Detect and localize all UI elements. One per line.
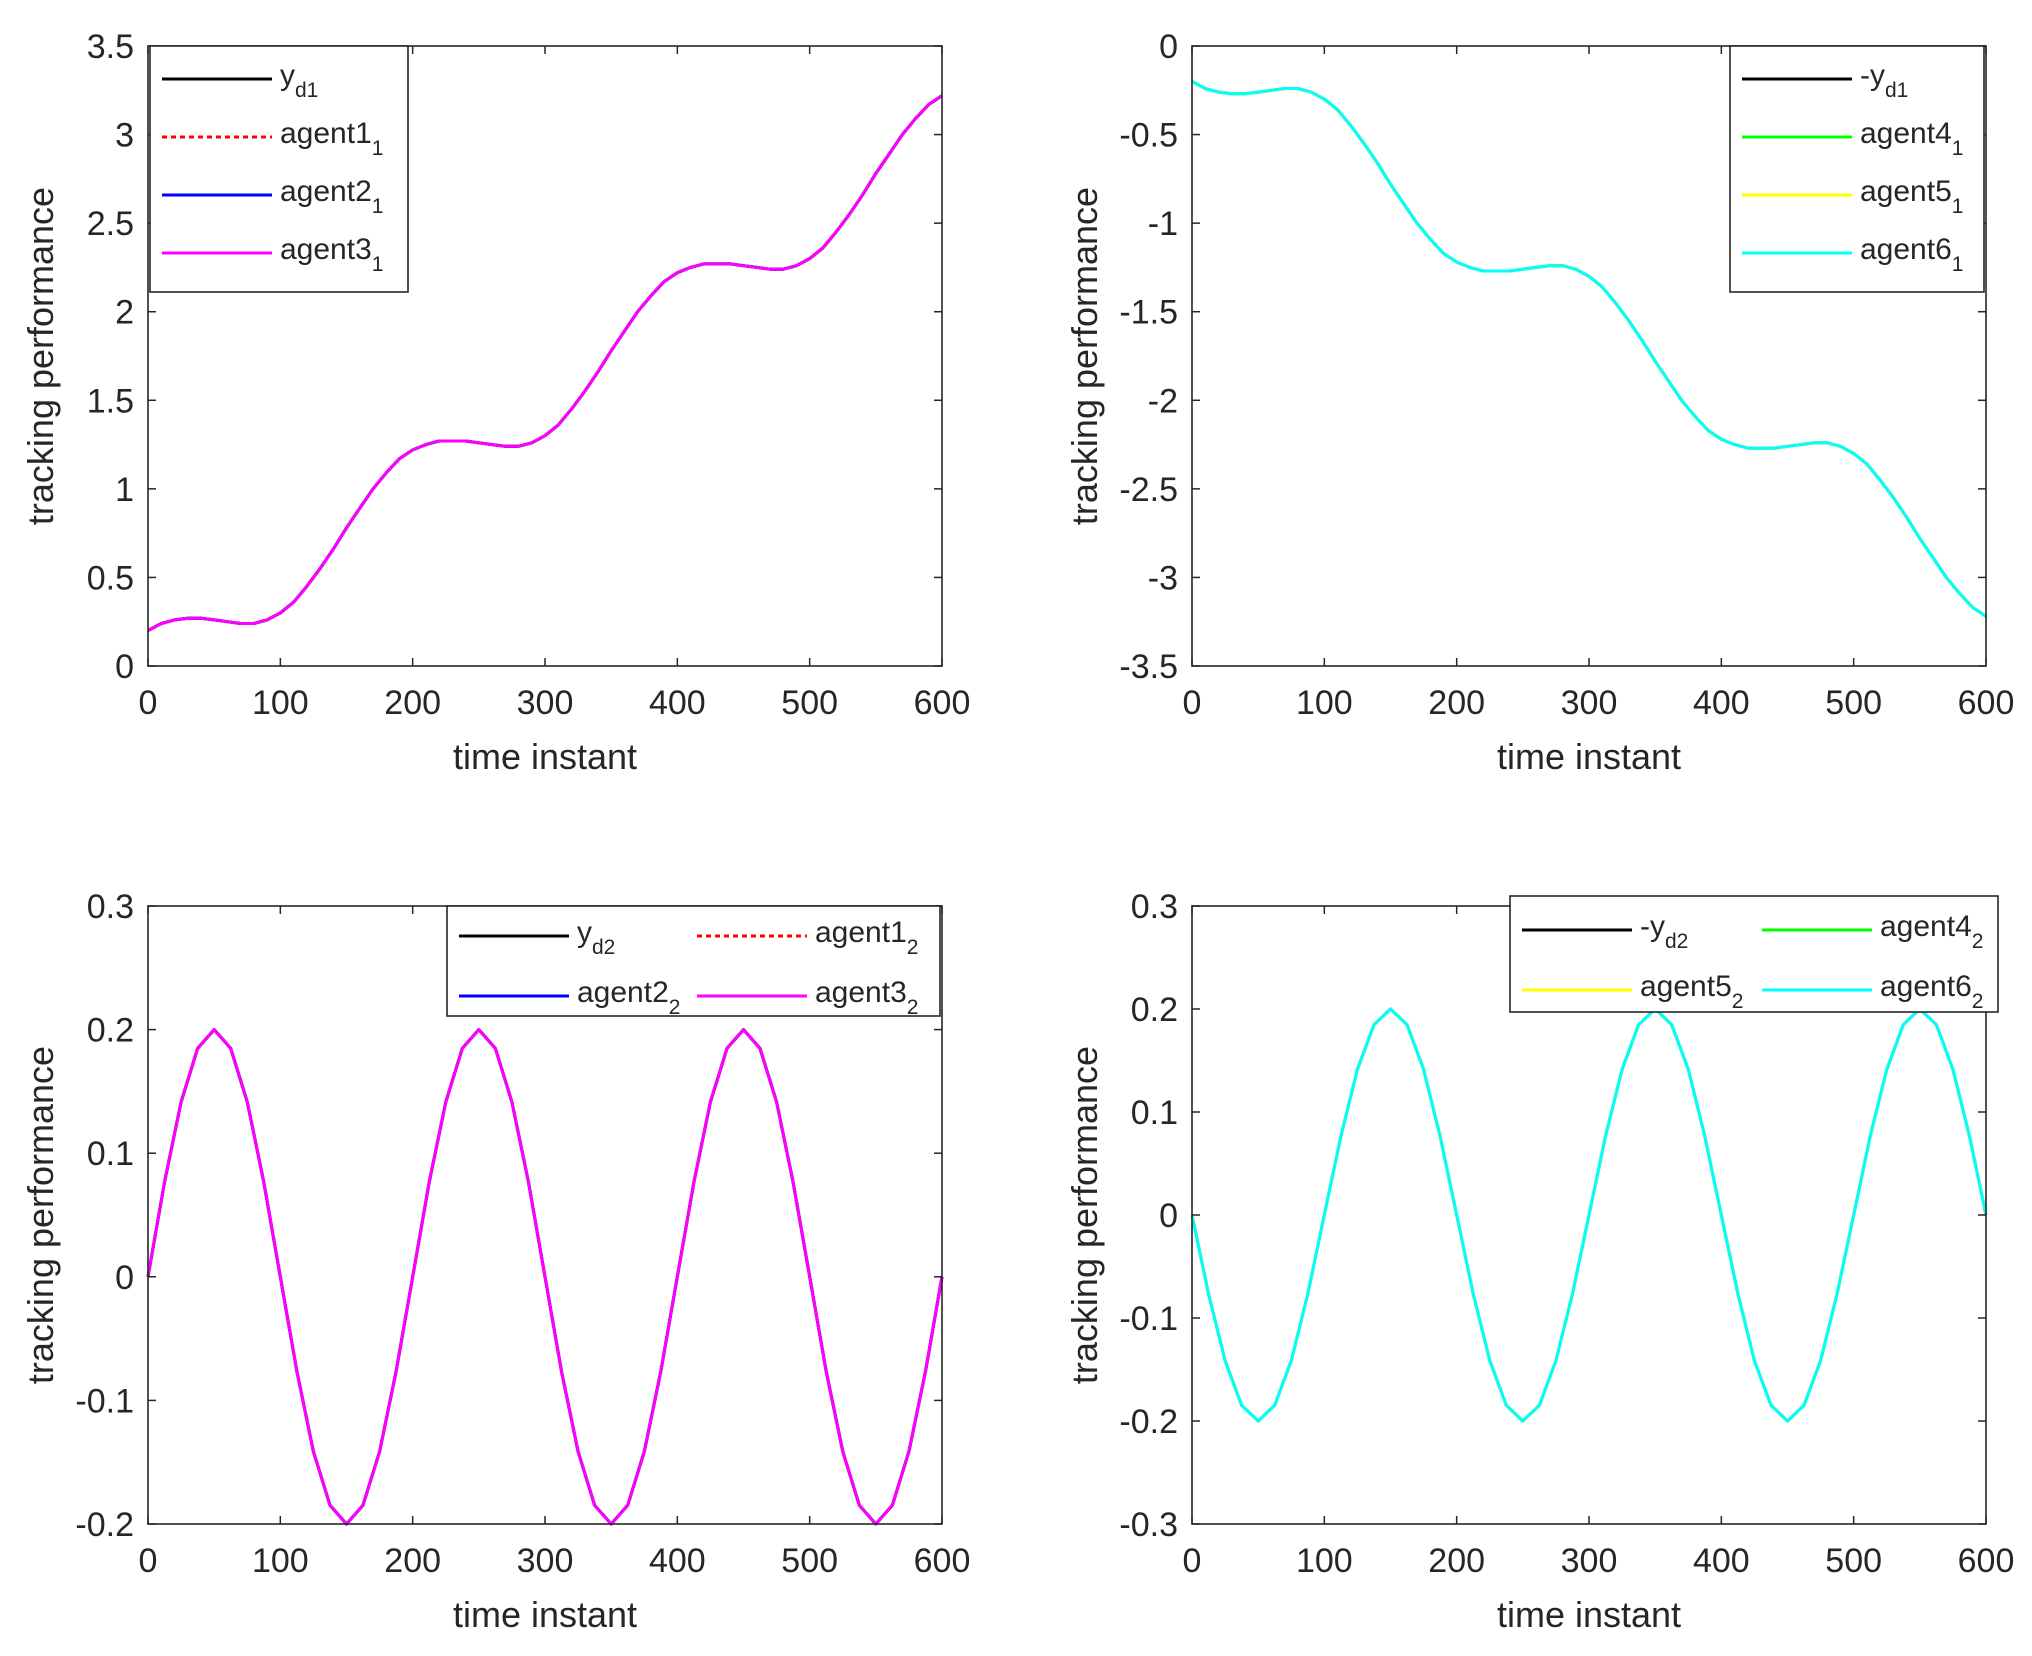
- legend-label-subscript: 2: [907, 996, 919, 1019]
- x-axis-label: time instant: [1497, 1594, 1681, 1635]
- series-line-agent3-2: [146, 1028, 944, 1526]
- y-axis-label: tracking performance: [1064, 187, 1105, 525]
- x-tick-label: 600: [914, 1542, 971, 1580]
- y-tick-label: -3.5: [1119, 648, 1178, 686]
- legend-label-subscript: d1: [1885, 79, 1908, 102]
- y-tick-label: 0.1: [1131, 1094, 1178, 1132]
- y-tick-label: -1: [1148, 205, 1178, 243]
- y-tick-label: 0.2: [87, 1012, 134, 1050]
- series-line-agent6-2: [1190, 1007, 1988, 1423]
- legend-label-subscript: d2: [1665, 930, 1688, 953]
- x-axis-label: time instant: [453, 736, 637, 777]
- y-tick-label: -2.5: [1119, 471, 1178, 509]
- x-tick-label: 0: [1183, 1542, 1202, 1580]
- x-tick-label: 0: [139, 1542, 158, 1580]
- y-tick-label: 0.2: [1131, 991, 1178, 1029]
- y-tick-label: 0.1: [87, 1135, 134, 1173]
- x-tick-label: 400: [1693, 1542, 1750, 1580]
- y-tick-label: 0: [1159, 1197, 1178, 1235]
- x-tick-label: 200: [1428, 1542, 1485, 1580]
- y-tick-label: 1: [115, 471, 134, 509]
- y-tick-label: 2: [115, 294, 134, 332]
- x-tick-label: 300: [1561, 684, 1618, 722]
- legend-label-subscript: 1: [1952, 253, 1964, 276]
- y-tick-label: -0.5: [1119, 117, 1178, 155]
- x-tick-label: 200: [384, 1542, 441, 1580]
- legend-label-subscript: 2: [1972, 990, 1984, 1013]
- x-tick-label: 200: [384, 684, 441, 722]
- x-tick-label: 0: [1183, 684, 1202, 722]
- x-tick-label: 500: [781, 1542, 838, 1580]
- y-tick-label: 2.5: [87, 205, 134, 243]
- x-tick-label: 600: [1958, 684, 2015, 722]
- x-tick-label: 400: [1693, 684, 1750, 722]
- y-axis-label: tracking performance: [20, 187, 61, 525]
- x-tick-label: 400: [649, 684, 706, 722]
- x-tick-label: 500: [781, 684, 838, 722]
- y-axis-label: tracking performance: [1064, 1046, 1105, 1384]
- y-tick-label: -0.2: [1119, 1403, 1178, 1441]
- series-line-agent3-1: [147, 94, 943, 632]
- x-tick-label: 500: [1825, 1542, 1882, 1580]
- y-tick-label: 3.5: [87, 28, 134, 66]
- legend-box: [446, 905, 941, 1017]
- y-tick-label: -1.5: [1119, 294, 1178, 332]
- y-tick-label: -2: [1148, 382, 1178, 420]
- x-tick-label: 300: [517, 684, 574, 722]
- x-tick-label: 100: [252, 684, 309, 722]
- y-tick-label: 0: [115, 648, 134, 686]
- legend-box: [1509, 895, 1999, 1013]
- x-tick-label: 300: [1561, 1542, 1618, 1580]
- legend-label-subscript: d2: [592, 936, 615, 959]
- y-tick-label: 1.5: [87, 382, 134, 420]
- x-tick-label: 300: [517, 1542, 574, 1580]
- chart-panel-3: 0 100 200 300 400 500 600 -0.2 -0.1 0 0.1 0.2 0.3 tim…: [20, 888, 970, 1635]
- x-axis-label: time instant: [453, 1594, 637, 1635]
- y-tick-label: 0: [1159, 28, 1178, 66]
- legend-label-subscript: 1: [1952, 195, 1964, 218]
- y-axis-label: tracking performance: [20, 1046, 61, 1384]
- legend-label-subscript: d1: [295, 79, 318, 102]
- chart-panel-4: 0 100 200 300 400 500 600 -0.3 -0.2 -0.1 0 0.1 0.2 0.…: [1064, 888, 2014, 1635]
- legend-box: [1729, 45, 1985, 293]
- x-tick-label: 100: [1296, 1542, 1353, 1580]
- y-tick-label: 3: [115, 117, 134, 155]
- legend-label-subscript: 1: [372, 253, 384, 276]
- legend-label-subscript: 2: [1972, 930, 1984, 953]
- x-tick-label: 100: [1296, 684, 1353, 722]
- x-tick-label: 400: [649, 1542, 706, 1580]
- x-tick-label: 100: [252, 1542, 309, 1580]
- legend-label-subscript: 2: [907, 936, 919, 959]
- x-tick-label: 0: [139, 684, 158, 722]
- legend-label-subscript: 1: [1952, 137, 1964, 160]
- x-tick-label: 200: [1428, 684, 1485, 722]
- x-tick-label: 600: [1958, 1542, 2015, 1580]
- y-tick-label: -0.1: [1119, 1300, 1178, 1338]
- x-axis-label: time instant: [1497, 736, 1681, 777]
- y-tick-label: -3: [1148, 559, 1178, 597]
- x-tick-label: 500: [1825, 684, 1882, 722]
- legend-label-subscript: 2: [669, 996, 681, 1019]
- series-line-agent6-1: [1191, 80, 1987, 618]
- x-tick-label: 600: [914, 684, 971, 722]
- y-tick-label: 0.3: [87, 888, 134, 926]
- legend-label-subscript: 2: [1732, 990, 1744, 1013]
- chart-panel-1: 0 100 200 300 400 500 600 0 0.5 1 1.5 2 2.5 3 3.5 time …: [20, 28, 970, 777]
- legend-label-subscript: 1: [372, 137, 384, 160]
- y-tick-label: -0.1: [75, 1382, 134, 1420]
- legend-label-subscript: 1: [372, 195, 384, 218]
- chart-panel-2: 0 100 200 300 400 500 600 -3.5 -3 -2.5 -2 -1.5 -1 -0.…: [1064, 28, 2014, 777]
- y-tick-label: 0: [115, 1259, 134, 1297]
- y-tick-label: -0.3: [1119, 1506, 1178, 1544]
- y-tick-label: -0.2: [75, 1506, 134, 1544]
- y-tick-label: 0.5: [87, 559, 134, 597]
- legend-box: [149, 45, 409, 293]
- y-tick-label: 0.3: [1131, 888, 1178, 926]
